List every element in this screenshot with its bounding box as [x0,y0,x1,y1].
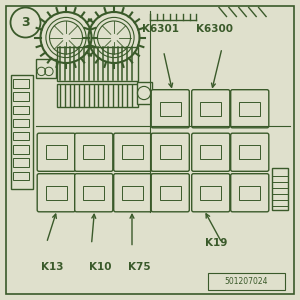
Text: K10: K10 [89,262,112,272]
FancyBboxPatch shape [151,133,189,171]
Text: K19: K19 [205,238,227,248]
FancyBboxPatch shape [37,133,75,171]
Bar [200,145,221,159]
Text: K6301: K6301 [142,25,179,34]
Bar [136,82,152,103]
FancyBboxPatch shape [231,90,269,128]
FancyBboxPatch shape [75,174,113,212]
FancyBboxPatch shape [192,174,230,212]
Bar [239,185,260,200]
Bar [13,145,29,154]
FancyBboxPatch shape [114,133,152,171]
Text: K13: K13 [41,262,64,272]
Bar [83,185,104,200]
Text: 501207024: 501207024 [225,277,268,286]
Bar [272,168,288,210]
Bar [13,132,29,140]
FancyBboxPatch shape [231,133,269,171]
Bar [46,185,67,200]
Bar [36,58,56,78]
Bar [239,101,260,116]
Bar [13,172,29,180]
Bar [13,79,29,88]
FancyBboxPatch shape [192,133,230,171]
Text: K6300: K6300 [196,25,233,34]
Bar [11,75,33,189]
FancyBboxPatch shape [231,174,269,212]
FancyBboxPatch shape [37,174,75,212]
Bar [160,145,181,159]
Text: 3: 3 [21,16,30,29]
Bar [239,145,260,159]
Bar [200,101,221,116]
Bar [13,119,29,127]
FancyBboxPatch shape [192,90,230,128]
Bar [200,185,221,200]
Bar [57,84,138,106]
Bar [13,106,29,114]
Bar [122,185,143,200]
FancyBboxPatch shape [151,174,189,212]
Text: K75: K75 [128,262,151,272]
FancyBboxPatch shape [151,90,189,128]
Bar [160,101,181,116]
Bar [83,145,104,159]
FancyBboxPatch shape [75,133,113,171]
FancyBboxPatch shape [114,174,152,212]
Bar [57,46,138,81]
Bar [46,145,67,159]
Bar [13,92,29,101]
Bar [160,185,181,200]
Bar [13,158,29,167]
Bar [208,273,285,290]
Bar [122,145,143,159]
